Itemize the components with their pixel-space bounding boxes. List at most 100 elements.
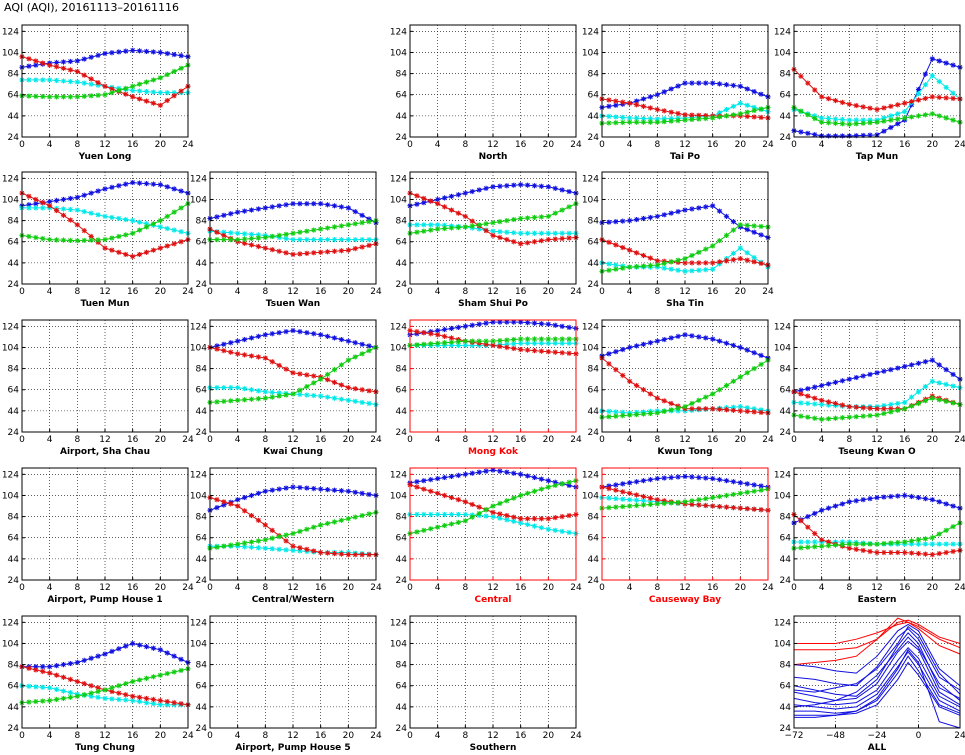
data-point-marker-8 xyxy=(654,116,660,122)
data-point-marker-12 xyxy=(874,549,880,556)
data-point-marker-17 xyxy=(908,541,915,547)
data-point-marker-9 xyxy=(269,247,275,253)
data-point-marker-20 xyxy=(345,357,351,363)
data-point-marker-1 xyxy=(606,120,612,126)
x-tick-label: 8 xyxy=(654,140,660,150)
data-point-marker-1 xyxy=(414,479,420,485)
data-point-marker-16 xyxy=(902,109,908,115)
y-tick-label: 104 xyxy=(774,343,791,353)
data-point-marker-14 xyxy=(696,116,702,122)
data-point-marker-7 xyxy=(255,235,262,241)
data-point-marker-12 xyxy=(490,514,496,520)
data-point-marker-9 xyxy=(269,527,275,533)
data-point-marker-19 xyxy=(922,359,929,365)
data-point-marker-15 xyxy=(123,85,129,91)
y-tick-label: 44 xyxy=(780,407,792,417)
data-point-marker-9 xyxy=(661,116,667,122)
data-point-marker-5 xyxy=(825,381,832,387)
data-point-marker-20 xyxy=(157,182,163,188)
data-point-marker-10 xyxy=(88,210,94,216)
overview-series-line-6 xyxy=(793,640,961,706)
data-point-marker-7 xyxy=(647,119,654,125)
data-point-marker-14 xyxy=(504,237,510,243)
data-point-marker-16 xyxy=(318,332,324,338)
data-point-marker-4 xyxy=(435,490,441,496)
data-point-marker-4 xyxy=(819,416,825,422)
data-point-marker-20 xyxy=(929,73,935,79)
data-point-marker-12 xyxy=(490,342,496,348)
data-point-marker-21 xyxy=(352,221,358,227)
data-point-marker-19 xyxy=(150,181,157,187)
data-point-marker-3 xyxy=(812,115,818,122)
data-point-marker-22 xyxy=(359,512,365,519)
y-tick-label: 64 xyxy=(588,386,600,396)
data-point-marker-1 xyxy=(26,233,32,240)
data-point-marker-7 xyxy=(67,694,74,700)
x-tick-label: 16 xyxy=(127,287,139,297)
data-point-marker-8 xyxy=(654,497,660,503)
data-point-marker-14 xyxy=(888,124,894,131)
data-point-marker-3 xyxy=(428,526,434,532)
data-point-marker-19 xyxy=(538,516,545,522)
data-point-marker-8 xyxy=(462,323,468,329)
data-point-marker-6 xyxy=(640,103,647,109)
data-point-marker-4 xyxy=(47,685,53,691)
data-point-marker-1 xyxy=(606,219,612,225)
data-point-marker-21 xyxy=(552,210,558,216)
x-tick-label: 4 xyxy=(47,731,53,741)
data-point-marker-6 xyxy=(832,97,839,104)
data-point-marker-9 xyxy=(469,322,475,328)
data-point-marker-12 xyxy=(102,186,108,192)
data-point-marker-8 xyxy=(74,68,80,75)
data-point-marker-3 xyxy=(620,489,626,495)
data-point-marker-17 xyxy=(716,114,723,120)
data-point-marker-22 xyxy=(751,366,757,372)
x-tick-label: 20 xyxy=(543,287,555,297)
data-point-marker-2 xyxy=(421,527,427,533)
data-point-marker-19 xyxy=(730,505,737,511)
y-tick-label: 24 xyxy=(8,133,20,143)
data-point-marker-3 xyxy=(428,511,434,518)
data-point-marker-17 xyxy=(324,249,331,255)
x-tick-label: 24 xyxy=(570,435,582,445)
data-point-marker-16 xyxy=(130,678,136,685)
data-point-marker-5 xyxy=(825,539,832,545)
data-point-marker-9 xyxy=(853,404,859,410)
x-tick-label: 8 xyxy=(74,435,80,445)
data-point-marker-3 xyxy=(428,227,434,233)
data-point-marker-20 xyxy=(737,83,743,89)
x-tick-label: 24 xyxy=(570,287,582,297)
data-point-marker-9 xyxy=(469,218,475,224)
data-point-marker-4 xyxy=(235,351,241,357)
data-point-marker-22 xyxy=(559,528,565,534)
data-point-marker-9 xyxy=(81,657,87,663)
data-point-marker-19 xyxy=(730,112,737,118)
data-point-marker-11 xyxy=(867,371,873,378)
y-tick-label: 24 xyxy=(780,428,792,438)
x-tick-label: 24 xyxy=(954,583,965,593)
data-point-marker-13 xyxy=(297,329,303,335)
data-point-marker-23 xyxy=(366,491,372,498)
overview-series-line-10 xyxy=(793,636,961,708)
x-tick-label: 16 xyxy=(707,140,719,150)
data-point-marker-16 xyxy=(902,100,908,106)
data-point-marker-19 xyxy=(538,238,545,244)
data-point-marker-14 xyxy=(304,383,310,390)
data-point-marker-17 xyxy=(524,473,531,479)
data-point-marker-8 xyxy=(262,205,268,211)
data-point-marker-7 xyxy=(647,340,654,346)
y-tick-label: 24 xyxy=(196,280,208,290)
x-tick-label: 8 xyxy=(462,731,468,741)
data-point-marker-18 xyxy=(331,237,338,243)
data-point-marker-22 xyxy=(171,669,177,675)
data-point-marker-16 xyxy=(902,539,908,545)
x-tick-label: 20 xyxy=(155,731,167,741)
data-point-marker-23 xyxy=(950,524,956,530)
y-tick-label: 84 xyxy=(396,70,408,80)
data-point-marker-12 xyxy=(682,117,688,123)
data-point-marker-17 xyxy=(524,490,531,496)
data-point-marker-9 xyxy=(81,72,87,78)
data-point-marker-13 xyxy=(109,696,115,702)
